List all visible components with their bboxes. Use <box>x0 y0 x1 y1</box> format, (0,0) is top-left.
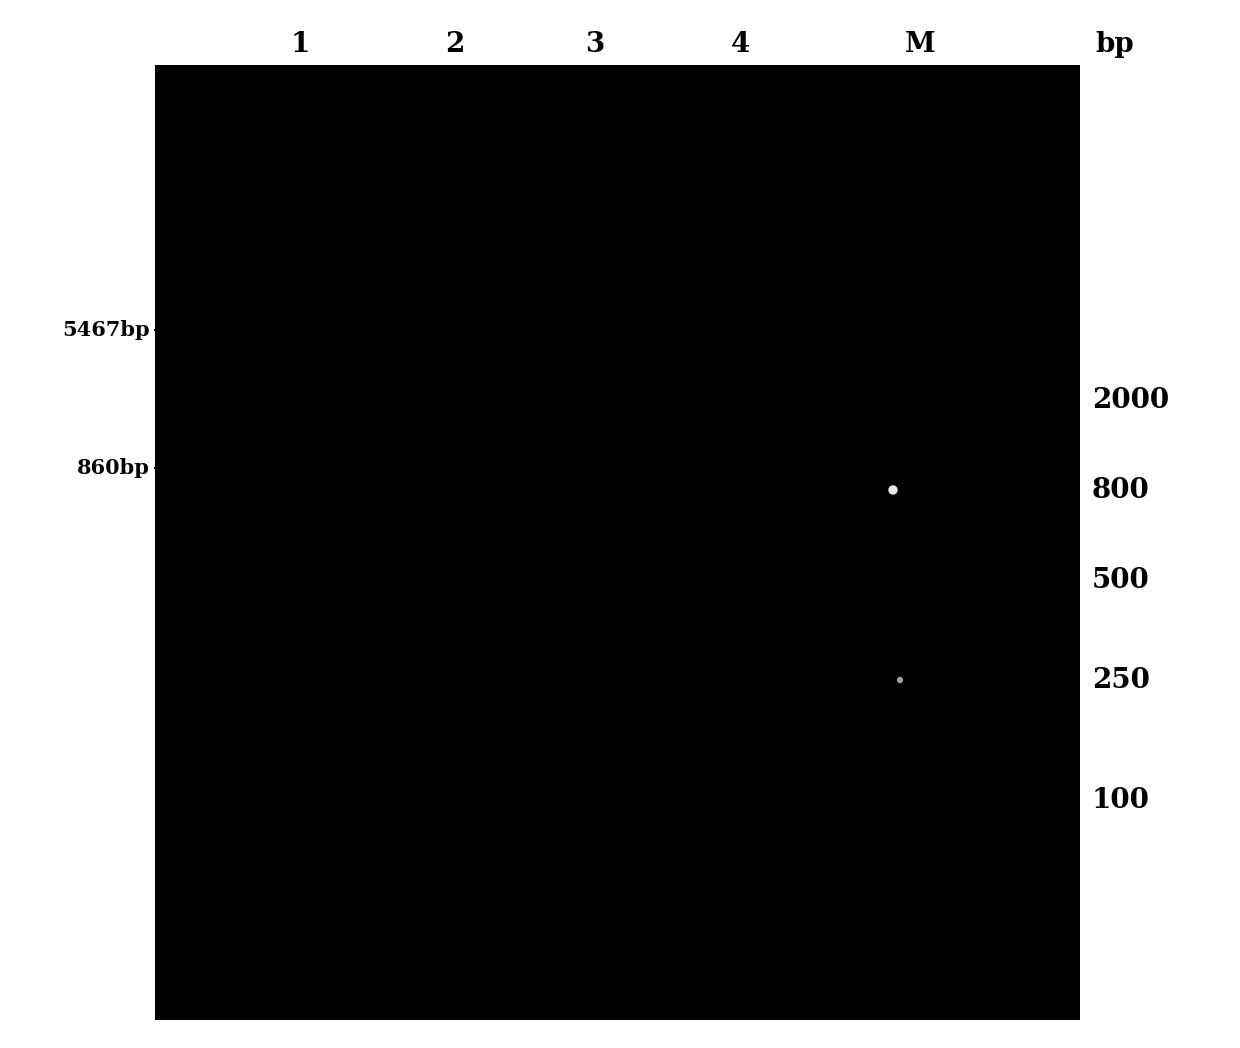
Circle shape <box>889 486 897 494</box>
Text: M: M <box>905 31 935 59</box>
Text: 2000: 2000 <box>1092 387 1169 414</box>
Circle shape <box>898 677 903 682</box>
Text: 3: 3 <box>585 31 605 59</box>
Text: 860bp: 860bp <box>77 458 150 478</box>
Text: 800: 800 <box>1092 477 1149 503</box>
Text: 500: 500 <box>1092 567 1149 593</box>
Text: 1: 1 <box>290 31 310 59</box>
Text: 4: 4 <box>730 31 750 59</box>
Text: 2: 2 <box>445 31 465 59</box>
Text: 250: 250 <box>1092 667 1149 694</box>
Text: bp: bp <box>1096 31 1135 59</box>
Text: 100: 100 <box>1092 786 1149 813</box>
Text: 5467bp: 5467bp <box>62 320 150 340</box>
Bar <box>155 65 1080 1020</box>
